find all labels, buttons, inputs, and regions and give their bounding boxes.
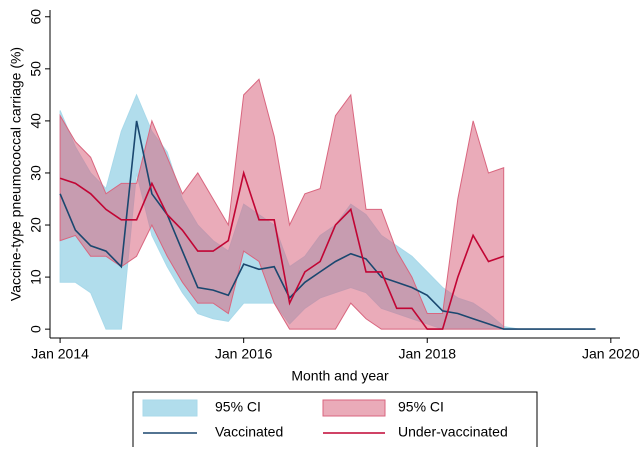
series-line bbox=[59, 170, 504, 330]
y-axis-title: Vaccine-type pneumococcal carriage (%) bbox=[8, 47, 24, 301]
y-tick-label: 50 bbox=[28, 61, 44, 77]
y-tick-label: 40 bbox=[28, 113, 44, 129]
legend-swatch bbox=[142, 399, 198, 417]
legend-label: Vaccinated bbox=[215, 424, 283, 440]
y-tick-label: 60 bbox=[28, 9, 44, 25]
legend-label: 95% CI bbox=[215, 399, 261, 415]
x-tick-label: Jan 2020 bbox=[582, 346, 640, 362]
legend-swatch bbox=[322, 399, 386, 417]
y-tick-label: 10 bbox=[28, 269, 44, 285]
legend-label: 95% CI bbox=[398, 399, 444, 415]
x-tick-label: Jan 2016 bbox=[215, 346, 273, 362]
y-tick-label: 0 bbox=[28, 325, 44, 333]
legend-label: Under-vaccinated bbox=[398, 424, 508, 440]
x-tick-label: Jan 2018 bbox=[398, 346, 456, 362]
y-tick-label: 30 bbox=[28, 165, 44, 181]
series-line bbox=[59, 120, 596, 330]
y-tick-label: 20 bbox=[28, 217, 44, 233]
x-axis-title: Month and year bbox=[291, 368, 389, 384]
x-tick-label: Jan 2014 bbox=[31, 346, 89, 362]
